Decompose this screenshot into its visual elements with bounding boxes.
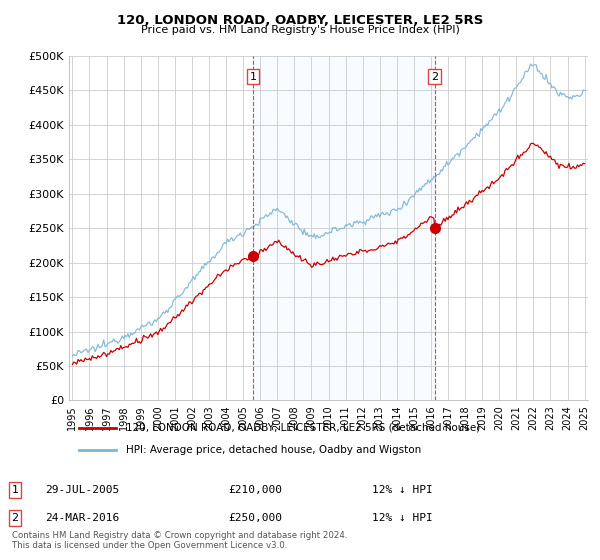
Text: 2: 2 — [11, 513, 19, 523]
Text: 29-JUL-2005: 29-JUL-2005 — [45, 485, 119, 495]
Text: £210,000: £210,000 — [228, 485, 282, 495]
Text: 12% ↓ HPI: 12% ↓ HPI — [372, 485, 433, 495]
Text: 1: 1 — [250, 72, 257, 82]
Text: 12% ↓ HPI: 12% ↓ HPI — [372, 513, 433, 523]
Text: 120, LONDON ROAD, OADBY, LEICESTER, LE2 5RS: 120, LONDON ROAD, OADBY, LEICESTER, LE2 … — [117, 14, 483, 27]
Text: 120, LONDON ROAD, OADBY, LEICESTER, LE2 5RS (detached house): 120, LONDON ROAD, OADBY, LEICESTER, LE2 … — [126, 423, 481, 433]
Text: 24-MAR-2016: 24-MAR-2016 — [45, 513, 119, 523]
Bar — [253, 56, 434, 400]
Text: £250,000: £250,000 — [228, 513, 282, 523]
Text: 1: 1 — [11, 485, 19, 495]
Text: Contains HM Land Registry data © Crown copyright and database right 2024.
This d: Contains HM Land Registry data © Crown c… — [12, 530, 347, 550]
Text: Price paid vs. HM Land Registry's House Price Index (HPI): Price paid vs. HM Land Registry's House … — [140, 25, 460, 35]
Text: HPI: Average price, detached house, Oadby and Wigston: HPI: Average price, detached house, Oadb… — [126, 445, 421, 455]
Text: 2: 2 — [431, 72, 438, 82]
